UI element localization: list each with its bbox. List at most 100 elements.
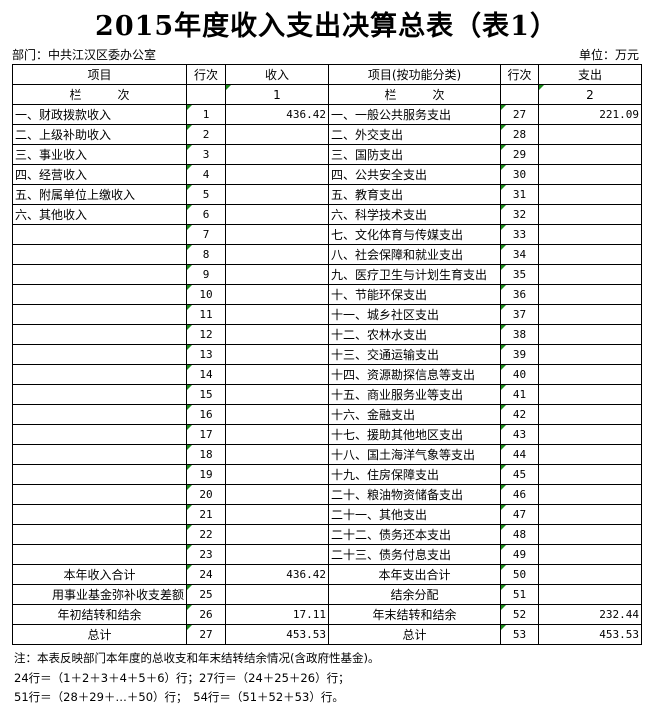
table-row: 11 十一、城乡社区支出 37 (12, 304, 642, 325)
income-row-no: 16 (186, 404, 226, 425)
expense-amount (538, 404, 642, 425)
expense-item: 总计 (328, 624, 501, 645)
expense-item: 一、一般公共服务支出 (328, 104, 501, 125)
expense-amount (538, 484, 642, 505)
expense-item: 五、教育支出 (328, 184, 501, 205)
table-row: 23 二十三、债务付息支出 49 (12, 544, 642, 565)
summary-row: 用事业基金弥补收支差额 25 结余分配 51 (12, 584, 642, 605)
expense-item: 九、医疗卫生与计划生育支出 (328, 264, 501, 285)
expense-row-no: 49 (500, 544, 539, 565)
expense-amount (538, 164, 642, 185)
table-row: 10 十、节能环保支出 36 (12, 284, 642, 305)
table-row: 四、经营收入 4 四、公共安全支出 30 (12, 164, 642, 185)
income-item: 年初结转和结余 (12, 604, 187, 625)
income-row-no: 3 (186, 144, 226, 165)
expense-amount (538, 184, 642, 205)
expense-row-no: 46 (500, 484, 539, 505)
income-item: 二、上级补助收入 (12, 124, 187, 145)
income-item: 一、财政拨款收入 (12, 104, 187, 125)
expense-item: 十七、援助其他地区支出 (328, 424, 501, 445)
expense-amount (538, 344, 642, 365)
expense-amount: 232.44 (538, 604, 642, 625)
income-item: 用事业基金弥补收支差额 (12, 584, 187, 605)
expense-amount (538, 384, 642, 405)
expense-row-no: 47 (500, 504, 539, 525)
expense-row-no: 48 (500, 524, 539, 545)
table-row: 20 二十、粮油物资储备支出 46 (12, 484, 642, 505)
income-item: 总计 (12, 624, 187, 645)
income-row-no: 1 (186, 104, 226, 125)
expense-row-no: 44 (500, 444, 539, 465)
income-amount (225, 484, 329, 505)
table-row: 三、事业收入 3 三、国防支出 29 (12, 144, 642, 165)
table-row: 22 二十二、债务还本支出 48 (12, 524, 642, 545)
expense-amount (538, 244, 642, 265)
department-label: 部门：中共江汉区委办公室 (12, 48, 157, 62)
income-amount (225, 424, 329, 445)
income-amount: 1 (225, 84, 329, 105)
table-row: 六、其他收入 6 六、科学技术支出 32 (12, 204, 642, 225)
table-row: 18 十八、国土海洋气象等支出 44 (12, 444, 642, 465)
income-amount (225, 444, 329, 465)
income-item (12, 244, 187, 265)
expense-amount (538, 264, 642, 285)
table-row: 14 十四、资源勘探信息等支出 40 (12, 364, 642, 385)
summary-row: 年初结转和结余 26 17.11 年末结转和结余 52 232.44 (12, 604, 642, 625)
summary-row: 总计 27 453.53 总计 53 453.53 (12, 624, 642, 645)
income-item (12, 284, 187, 305)
income-item: 五、附属单位上缴收入 (12, 184, 187, 205)
expense-item: 二十二、债务还本支出 (328, 524, 501, 545)
expense-row-no: 27 (500, 104, 539, 125)
expense-item: 二十、粮油物资储备支出 (328, 484, 501, 505)
income-row-no: 21 (186, 504, 226, 525)
expense-item: 七、文化体育与传媒支出 (328, 224, 501, 245)
expense-item: 十三、交通运输支出 (328, 344, 501, 365)
expense-amount (538, 544, 642, 565)
expense-item: 十五、商业服务业等支出 (328, 384, 501, 405)
expense-amount (538, 584, 642, 605)
table-row: 8 八、社会保障和就业支出 34 (12, 244, 642, 265)
income-amount (225, 524, 329, 545)
expense-item: 二十一、其他支出 (328, 504, 501, 525)
income-item (12, 384, 187, 405)
expense-item: 十一、城乡社区支出 (328, 304, 501, 325)
expense-amount: 453.53 (538, 624, 642, 645)
table-row: 15 十五、商业服务业等支出 41 (12, 384, 642, 405)
expense-item: 十六、金融支出 (328, 404, 501, 425)
income-row-no: 23 (186, 544, 226, 565)
expense-item: 结余分配 (328, 584, 501, 605)
income-item: 本年收入合计 (12, 564, 187, 585)
expense-row-no: 50 (500, 564, 539, 585)
expense-amount (538, 124, 642, 145)
table-row: 五、附属单位上缴收入 5 五、教育支出 31 (12, 184, 642, 205)
income-row-no: 5 (186, 184, 226, 205)
income-item (12, 264, 187, 285)
summary-row: 本年收入合计 24 436.42 本年支出合计 50 (12, 564, 642, 585)
income-amount (225, 544, 329, 565)
expense-row-no: 33 (500, 224, 539, 245)
income-amount: 436.42 (225, 564, 329, 585)
expense-amount (538, 324, 642, 345)
expense-amount (538, 144, 642, 165)
expense-row-no: 40 (500, 364, 539, 385)
income-amount (225, 144, 329, 165)
income-item: 三、事业收入 (12, 144, 187, 165)
income-row-no: 6 (186, 204, 226, 225)
expense-amount (538, 284, 642, 305)
income-item (12, 504, 187, 525)
expense-row-no: 34 (500, 244, 539, 265)
income-item (12, 344, 187, 365)
income-amount: 436.42 (225, 104, 329, 125)
note-3: 51行＝（28＋29＋…＋50）行； 54行＝（51＋52＋53）行。 (14, 690, 344, 704)
table-row: 16 十六、金融支出 42 (12, 404, 642, 425)
income-row-no: 25 (186, 584, 226, 605)
income-amount (225, 364, 329, 385)
expense-row-no: 39 (500, 344, 539, 365)
header-row: 项目 行次 收入 项目(按功能分类) 行次 支出 (12, 64, 642, 85)
income-row-no: 2 (186, 124, 226, 145)
expense-amount (538, 464, 642, 485)
income-amount (225, 184, 329, 205)
expense-item: 三、国防支出 (328, 144, 501, 165)
expense-item: 十八、国土海洋气象等支出 (328, 444, 501, 465)
